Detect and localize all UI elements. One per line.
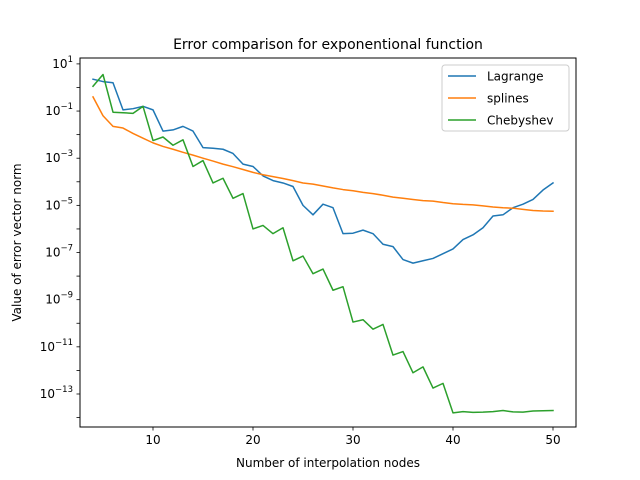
x-tick-label: 10 xyxy=(145,433,160,447)
legend-box xyxy=(441,64,570,132)
x-tick-label: 20 xyxy=(245,433,260,447)
legend-label-chebyshev: Chebyshev xyxy=(487,114,553,128)
x-tick-label: 40 xyxy=(445,433,460,447)
plot-frame xyxy=(79,57,577,428)
series-line-chebyshev xyxy=(91,73,554,414)
y-tick-label: 10−9 xyxy=(45,291,73,307)
y-tick-label: 10−13 xyxy=(40,385,73,401)
x-tick-label: 30 xyxy=(345,433,360,447)
legend-label-lagrange: Lagrange xyxy=(487,70,544,84)
y-axis: 101 10−1 10−3 10−5 10−7 10−9 10−11 10−13 xyxy=(40,55,80,418)
x-axis-label: Number of interpolation nodes xyxy=(236,456,420,470)
series-layer xyxy=(91,73,555,414)
y-tick-label: 10−11 xyxy=(40,338,73,354)
legend-label-splines: splines xyxy=(487,92,529,106)
y-tick-label: 10−1 xyxy=(45,102,73,118)
legend: Lagrange splines Chebyshev xyxy=(441,64,570,132)
y-tick-label: 10−3 xyxy=(45,149,73,165)
x-tick-label: 50 xyxy=(545,433,560,447)
x-axis: 10 20 30 40 50 xyxy=(145,427,561,447)
y-tick-label: 101 xyxy=(52,55,73,71)
y-axis-label: Value of error vector norm xyxy=(10,163,24,321)
y-tick-label: 10−7 xyxy=(45,244,73,260)
y-tick-label: 10−5 xyxy=(45,196,73,212)
series-line-lagrange xyxy=(92,78,555,264)
series-line-splines xyxy=(91,95,554,213)
chart-title: Error comparison for exponentional funct… xyxy=(173,37,483,53)
